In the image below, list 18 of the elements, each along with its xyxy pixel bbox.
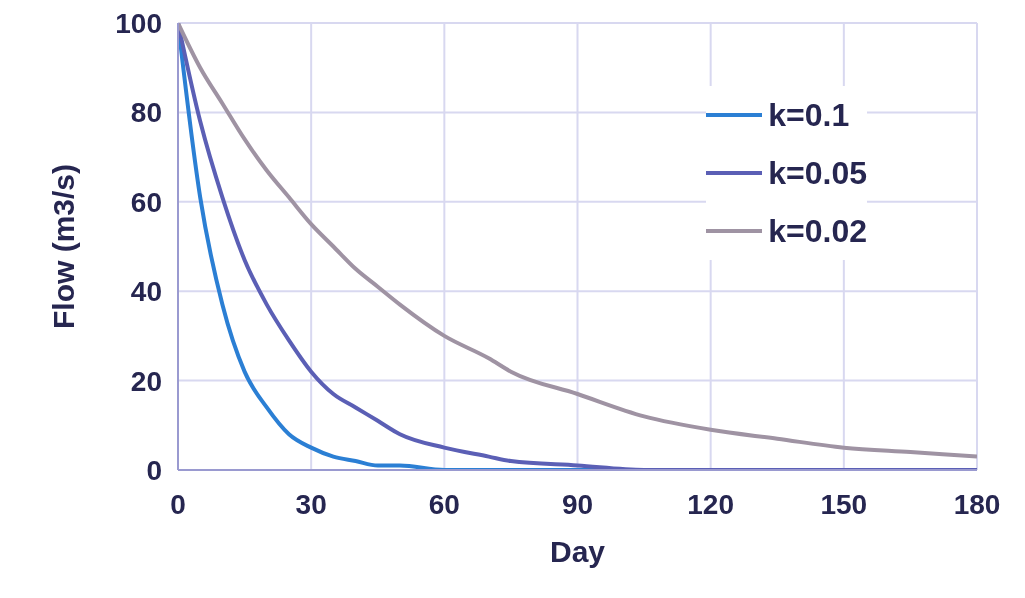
x-tick-label: 0 — [170, 488, 186, 520]
y-tick-label: 100 — [115, 7, 162, 39]
x-tick-label: 180 — [953, 488, 1001, 520]
legend-label: k=0.05 — [768, 154, 867, 192]
x-tick-label: 60 — [428, 488, 460, 520]
y-tick-label: 60 — [130, 186, 162, 218]
y-axis-title: Flow (m3/s) — [46, 163, 80, 330]
x-tick-label: 120 — [687, 488, 735, 520]
legend-label: k=0.1 — [768, 96, 850, 134]
x-tick-label: 150 — [820, 488, 868, 520]
legend-label: k=0.02 — [768, 212, 867, 250]
x-tick-label: 30 — [295, 488, 327, 520]
x-axis-title: Day — [549, 535, 606, 568]
y-tick-label: 80 — [130, 97, 162, 129]
y-tick-label: 0 — [146, 454, 162, 486]
y-tick-label: 20 — [130, 365, 162, 397]
x-tick-label: 90 — [561, 488, 594, 520]
y-tick-label: 40 — [130, 276, 162, 308]
